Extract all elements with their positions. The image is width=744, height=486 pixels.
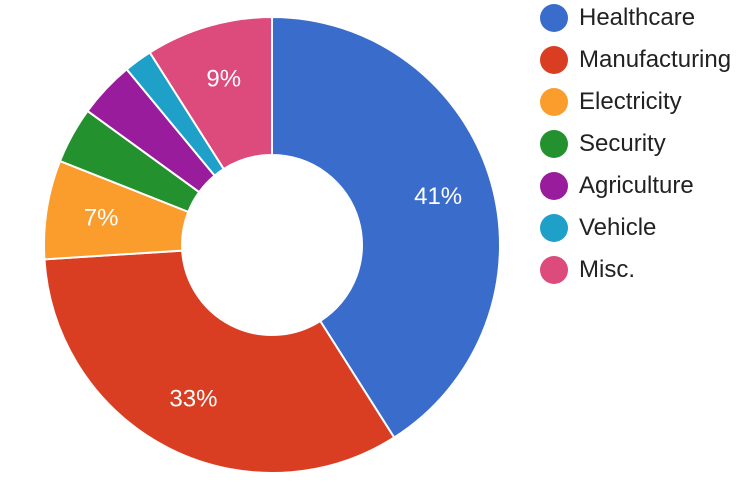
slice-label-electricity: 7% xyxy=(84,204,119,231)
legend-item-vehicle: Vehicle xyxy=(540,213,656,243)
legend-item-security: Security xyxy=(540,129,666,159)
legend-swatch-security xyxy=(540,130,568,158)
legend-swatch-healthcare xyxy=(540,4,568,32)
legend-label-manufacturing: Manufacturing xyxy=(579,46,732,73)
legend-swatch-vehicle xyxy=(540,214,568,242)
legend-item-misc: Misc. xyxy=(540,255,635,285)
legend-item-manufacturing: Manufacturing xyxy=(540,45,731,75)
legend-item-healthcare: Healthcare xyxy=(540,3,695,33)
legend-label-vehicle: Vehicle xyxy=(579,214,657,241)
slice-label-misc: 9% xyxy=(206,65,241,92)
slice-healthcare xyxy=(271,15,501,439)
slice-label-manufacturing: 33% xyxy=(169,386,217,413)
slice-manufacturing xyxy=(43,249,396,474)
slice-label-healthcare: 41% xyxy=(414,183,462,210)
legend-label-security: Security xyxy=(579,130,666,157)
legend-item-electricity: Electricity xyxy=(540,87,682,117)
legend-swatch-misc xyxy=(540,256,568,284)
legend-swatch-electricity xyxy=(540,88,568,116)
legend-item-agriculture: Agriculture xyxy=(540,171,694,201)
legend-label-healthcare: Healthcare xyxy=(579,4,696,31)
legend-swatch-manufacturing xyxy=(540,46,568,74)
legend-swatch-agriculture xyxy=(540,172,568,200)
slice-misc xyxy=(148,15,273,171)
legend-label-misc: Misc. xyxy=(579,256,635,283)
legend-label-electricity: Electricity xyxy=(579,88,682,115)
legend-label-agriculture: Agriculture xyxy=(579,172,694,199)
